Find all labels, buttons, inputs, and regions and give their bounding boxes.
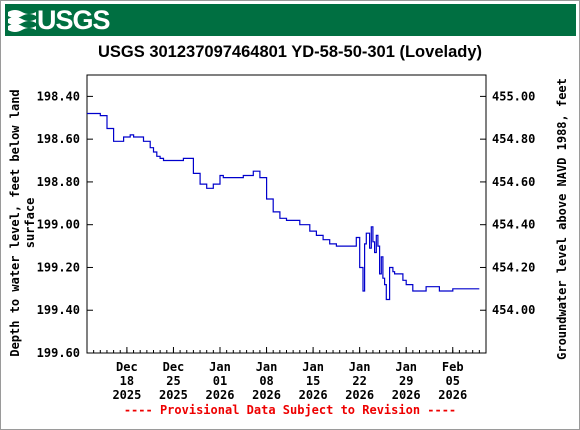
x-tick-label: 22 bbox=[352, 374, 366, 388]
y-axis-left-label-line1: Depth to water level, feet below land bbox=[8, 89, 22, 356]
y-right-tick-label: 454.00 bbox=[492, 303, 535, 317]
x-tick-label: 2026 bbox=[252, 388, 281, 402]
x-tick-label: 2025 bbox=[159, 388, 188, 402]
y-right-tick-label: 454.80 bbox=[492, 132, 535, 146]
y-left-tick-label: 199.00 bbox=[37, 218, 80, 232]
y-axis-right-label: Groundwater level above NAVD 1988, feet bbox=[555, 78, 569, 360]
x-tick-label: 01 bbox=[213, 374, 227, 388]
x-tick-label: 08 bbox=[259, 374, 273, 388]
y-left-tick-label: 199.20 bbox=[37, 260, 80, 274]
y-right-tick-label: 454.40 bbox=[492, 218, 535, 232]
x-tick-label: 18 bbox=[120, 374, 134, 388]
x-tick-label: 2026 bbox=[299, 388, 328, 402]
y-left-tick-label: 198.80 bbox=[37, 175, 80, 189]
x-tick-label: 2026 bbox=[206, 388, 235, 402]
x-tick-label: Jan bbox=[302, 360, 324, 374]
x-tick-label: 25 bbox=[166, 374, 180, 388]
x-tick-label: 05 bbox=[446, 374, 460, 388]
y-left-tick-label: 199.40 bbox=[37, 303, 80, 317]
y-axis-left-label-line2: surface bbox=[23, 198, 37, 249]
x-tick-label: Jan bbox=[256, 360, 278, 374]
plot-area bbox=[86, 74, 487, 354]
x-tick-label: Jan bbox=[349, 360, 371, 374]
usgs-wave-icon bbox=[8, 10, 36, 32]
x-tick-label: Jan bbox=[209, 360, 231, 374]
y-right-tick-label: 454.20 bbox=[492, 260, 535, 274]
x-tick-label: 15 bbox=[306, 374, 320, 388]
x-tick-label: 2025 bbox=[112, 388, 141, 402]
water-level-series-line bbox=[87, 112, 480, 301]
y-left-tick-label: 199.60 bbox=[37, 346, 80, 360]
x-tick-label: 2026 bbox=[438, 388, 467, 402]
y-right-tick-label: 454.60 bbox=[492, 175, 535, 189]
usgs-banner: USGS bbox=[5, 4, 576, 36]
y-right-tick-label: 455.00 bbox=[492, 89, 535, 103]
x-tick-label: 2026 bbox=[345, 388, 374, 402]
x-tick-label: Dec bbox=[116, 360, 138, 374]
usgs-logo-text: USGS bbox=[37, 5, 111, 35]
chart-title: USGS 301237097464801 YD-58-50-301 (Lovel… bbox=[97, 43, 483, 61]
x-tick-label: Dec bbox=[163, 360, 185, 374]
y-left-tick-label: 198.40 bbox=[37, 89, 80, 103]
usgs-logo[interactable]: USGS bbox=[8, 5, 111, 35]
x-tick-label: Feb bbox=[442, 360, 464, 374]
provisional-data-note: ---- Provisional Data Subject to Revisio… bbox=[123, 403, 457, 417]
y-left-tick-label: 198.60 bbox=[37, 132, 80, 146]
x-tick-label: 2026 bbox=[392, 388, 421, 402]
x-tick-label: Jan bbox=[395, 360, 417, 374]
x-tick-label: 29 bbox=[399, 374, 413, 388]
